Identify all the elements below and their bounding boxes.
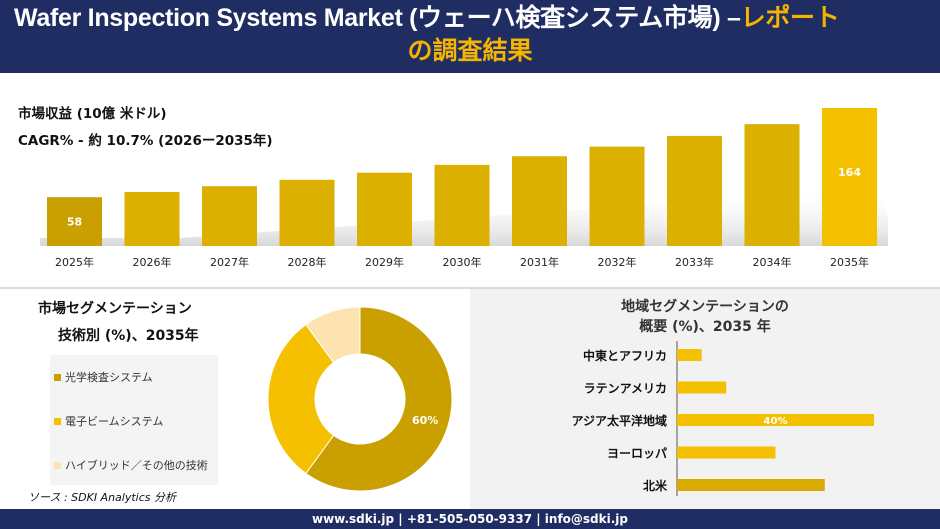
x-tick-label: 2030年: [443, 255, 482, 269]
bar: [667, 135, 722, 246]
x-tick-label: 2026年: [133, 255, 172, 269]
segment-legend: 光学検査システム 電子ビームシステム ハイブリッド／その他の技術: [50, 355, 218, 485]
donut-slice: [267, 323, 335, 475]
bar: [202, 186, 257, 246]
donut-slice: [305, 306, 361, 364]
region-label: 中東とアフリカ: [583, 348, 667, 363]
legend-item: ハイブリッド／その他の技術: [54, 457, 208, 473]
footer-contact: www.sdki.jp | +81-505-050-9337 | info@sd…: [0, 509, 940, 529]
header-banner: Wafer Inspection Systems Market (ウェーハ検査シ…: [0, 0, 940, 73]
legend-label: 電子ビームシステム: [65, 415, 164, 428]
revenue-bar-chart: 2025年 58 2026年 2027年 2028年 2029年 2030年 2031年 203…: [40, 108, 888, 269]
bar: [47, 197, 102, 246]
x-tick-label: 2032年: [598, 255, 637, 269]
x-tick-label: 2027年: [210, 255, 249, 269]
technology-donut-chart: 60%: [267, 306, 453, 492]
region-subtitle: 概要 (%)、2035 年: [639, 319, 771, 335]
slice-value-label: 60%: [412, 414, 438, 427]
bar: [357, 172, 412, 246]
section-divider: [0, 287, 940, 289]
donut-slice: [305, 306, 453, 492]
legend-swatch: [54, 461, 61, 469]
legend-item: 光学検査システム: [54, 369, 153, 385]
x-tick-label: 2031年: [520, 255, 559, 269]
x-tick-label: 2035年: [830, 255, 869, 269]
legend-swatch: [54, 417, 61, 425]
x-tick-label: 2029年: [365, 255, 404, 269]
region-value-label: 40%: [764, 416, 788, 427]
revenue-label: 市場収益 (10億 米ドル): [18, 106, 167, 122]
legend-item: 電子ビームシステム: [54, 413, 163, 429]
bar: [589, 146, 645, 246]
region-label: ラテンアメリカ: [584, 382, 667, 396]
legend-swatch: [54, 373, 61, 381]
revenue-panel: 2025年 58 2026年 2027年 2028年 2029年 2030年 2031年 203…: [0, 73, 940, 287]
segment-subtitle: 技術別 (%)、2035年: [58, 328, 199, 344]
x-tick-label: 2028年: [288, 255, 327, 269]
x-tick-label: 2025年: [55, 255, 94, 269]
bar: [124, 191, 180, 246]
source-note: ソース : SDKI Analytics 分析: [28, 491, 177, 504]
region-label: ヨーロッパ: [607, 447, 667, 461]
bar: [279, 179, 335, 246]
region-bar: [677, 446, 776, 459]
legend-label: ハイブリッド／その他の技術: [65, 459, 208, 472]
bar: [744, 124, 800, 246]
region-bar: [677, 479, 825, 491]
bar: [822, 108, 877, 246]
page-title: Wafer Inspection Systems Market (ウェーハ検査シ…: [14, 4, 840, 32]
region-bar: [677, 381, 727, 394]
bar-value-label: 164: [838, 166, 861, 179]
bar: [512, 156, 567, 246]
segment-title: 市場セグメンテーション: [38, 301, 192, 317]
x-tick-label: 2034年: [753, 255, 792, 269]
region-label: アジア太平洋地域: [571, 413, 667, 428]
x-tick-label: 2033年: [675, 255, 714, 269]
technology-segment-panel: 市場セグメンテーション 技術別 (%)、2035年 光学検査システム 電子ビーム…: [0, 289, 470, 509]
region-bar: [677, 349, 702, 361]
region-bar: [677, 414, 874, 426]
region-title: 地域セグメンテーションの: [621, 299, 789, 315]
region-label: 北米: [643, 478, 668, 493]
page-title-line2: の調査結果: [407, 37, 533, 65]
bar-value-label: 58: [67, 216, 82, 229]
legend-label: 光学検査システム: [65, 371, 153, 384]
bar: [434, 164, 490, 246]
region-segment-panel: 地域セグメンテーションの 概要 (%)、2035 年 中東とアフリカ ラテンアメリ…: [470, 289, 940, 509]
cagr-label: CAGR% - 約 10.7% (2026ー2035年): [18, 133, 273, 149]
